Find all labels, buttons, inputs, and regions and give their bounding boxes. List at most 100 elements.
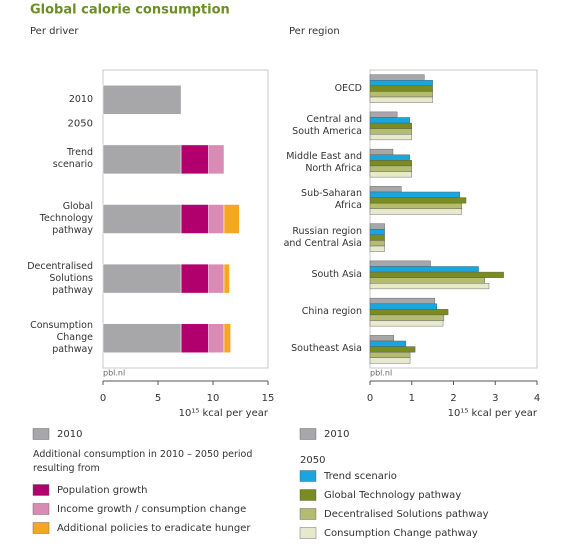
legend-swatch [32,503,50,515]
bar [369,134,412,141]
bar [369,191,460,198]
bar-segment [102,204,182,234]
bar [369,96,433,103]
legend-swatch [299,470,317,482]
x-axis-label: 10¹⁵ kcal per year [448,408,538,419]
y-tick-label: South Asia [311,268,362,280]
bar [369,165,412,172]
plot-frame [369,69,538,369]
x-tick-label: 5 [155,393,161,404]
bar-segment [208,204,225,234]
x-tick-label: 10 [207,393,220,404]
legend-label: Additional policies to eradicate hunger [57,523,251,534]
y-tick-label: Sub-Saharan Africa [301,188,362,212]
bar-segment [223,263,230,294]
bar-segment [223,323,231,353]
legend-swatch [32,484,50,496]
legend-swatch [299,428,317,440]
y-tick-label: Middle East and North Africa [286,151,362,175]
bar [369,202,463,209]
bar [369,223,385,230]
legend-label: Decentralised Solutions pathway [324,509,489,520]
bar [369,74,425,81]
bar-segment [208,144,225,175]
bar-segment [180,144,209,175]
bar [369,346,416,353]
legend-swatch [299,527,317,539]
bar [369,154,410,161]
x-tick-label: 4 [534,393,540,404]
group-label: 2050 [68,119,93,130]
bar [369,351,411,358]
bar [369,260,431,267]
bar [369,117,410,124]
bar [369,197,467,204]
y-tick-label: Southeast Asia [291,343,362,355]
legend-label: Consumption Change pathway [324,528,478,539]
legend-swatch [299,508,317,520]
bar-segment [102,144,182,175]
bar [369,283,490,290]
bar [369,309,449,316]
bar [369,85,433,92]
legend-swatch [299,489,317,501]
bar [369,297,435,304]
x-tick-label: 2 [450,393,456,404]
x-axis-label: 10¹⁵ kcal per year [179,408,269,419]
bar-segment [102,263,182,294]
x-tick-label: 0 [367,393,373,404]
y-tick-label: Central and South America [292,113,362,137]
x-tick-label: 3 [492,393,498,404]
bar [369,314,445,321]
bar-segment [180,323,209,353]
y-tick-label: OECD [334,82,362,94]
legend-swatch [32,428,50,440]
chart-title: Global calorie consumption [30,3,230,18]
legend-title: Additional consumption in 2010 – 2050 pe… [33,449,253,474]
x-tick-label: 1 [409,393,415,404]
bar [369,91,433,98]
bar-segment [208,263,225,294]
bar [369,277,486,284]
bar [369,160,412,167]
y-tick-label: Global Technology pathway [39,201,93,236]
y-tick-label: Trend scenario [52,147,93,171]
y-tick-label: 2010 [68,93,93,105]
y-tick-label: Russian region and Central Asia [283,225,362,249]
subtitle: Per region [289,26,340,37]
bar [369,148,394,155]
legend-label: Income growth / consumption change [57,504,246,515]
legend-label: Global Technology pathway [324,490,461,501]
legend-label: 2010 [324,429,349,440]
y-tick-label: Consumption Change pathway [30,320,93,356]
bar [369,320,444,327]
legend-label: Trend scenario [323,471,397,482]
bar-segment [102,85,182,115]
bar [369,357,411,364]
bar [369,234,385,241]
source: pbl.nl [370,369,392,378]
bar [369,245,385,252]
bar [369,111,398,118]
y-tick-label: Decentralised Solutions pathway [27,260,93,296]
legend-title: 2050 [300,455,325,466]
bar [369,128,412,135]
bar [369,122,412,129]
bar [369,171,412,178]
bar [369,80,433,87]
bar-segment [223,204,240,234]
bar [369,335,394,342]
bar [369,208,463,215]
bar [369,303,438,310]
x-tick-label: 0 [100,393,106,404]
x-tick-label: 15 [262,393,275,404]
legend-label: Population growth [57,485,148,496]
bar [369,340,407,347]
bar-segment [180,263,209,294]
bar-segment [102,323,182,353]
bar [369,266,479,273]
bar [369,240,385,247]
source: pbl.nl [103,369,125,378]
